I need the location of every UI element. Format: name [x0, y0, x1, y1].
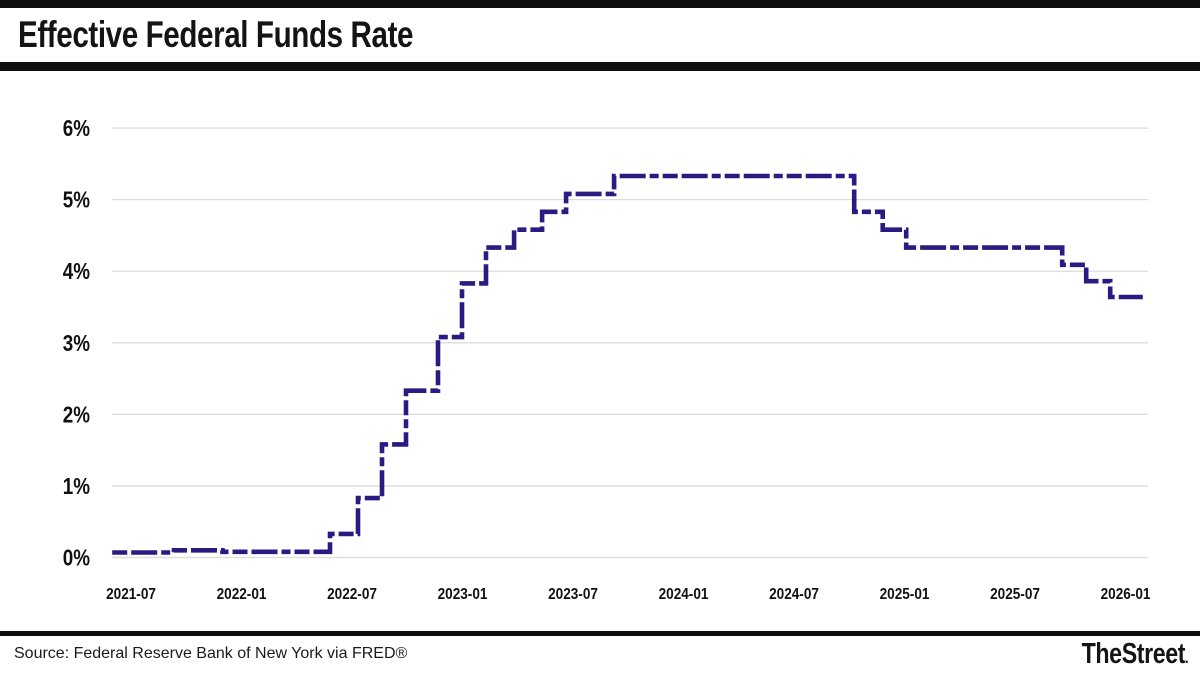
y-axis-tick-label: 6%	[63, 116, 91, 141]
x-axis-tick-label: 2024-01	[659, 586, 709, 603]
thestreet-logo-text: TheStreet	[1081, 638, 1185, 670]
y-axis-tick-label: 2%	[63, 403, 91, 428]
x-axis-tick-label: 2026-01	[1101, 586, 1151, 603]
footer-divider	[0, 631, 1200, 636]
page-title: Effective Federal Funds Rate	[18, 14, 414, 55]
x-axis-tick-label: 2022-07	[327, 586, 377, 603]
x-axis-tick-label: 2021-07	[106, 586, 156, 603]
x-axis-tick-label: 2025-01	[880, 586, 930, 603]
x-axis-tick-label: 2023-01	[438, 586, 488, 603]
effr-series-line	[112, 173, 1143, 555]
top-bar	[0, 0, 1200, 8]
thestreet-logo-dot: .	[1184, 650, 1189, 667]
source-credit: Source: Federal Reserve Bank of New York…	[14, 645, 408, 662]
y-axis-tick-label: 5%	[63, 188, 91, 213]
x-axis-tick-label: 2025-07	[990, 586, 1040, 603]
y-axis-tick-label: 4%	[63, 260, 91, 285]
title-divider-bar	[0, 62, 1200, 71]
y-axis-tick-label: 3%	[63, 331, 91, 356]
x-axis-tick-label: 2022-01	[217, 586, 267, 603]
y-axis-tick-label: 1%	[63, 474, 91, 499]
thestreet-logo: TheStreet.	[1081, 638, 1188, 671]
y-axis-tick-label: 0%	[63, 546, 91, 571]
x-axis-tick-label: 2023-07	[548, 586, 598, 603]
x-axis-tick-label: 2024-07	[769, 586, 819, 603]
